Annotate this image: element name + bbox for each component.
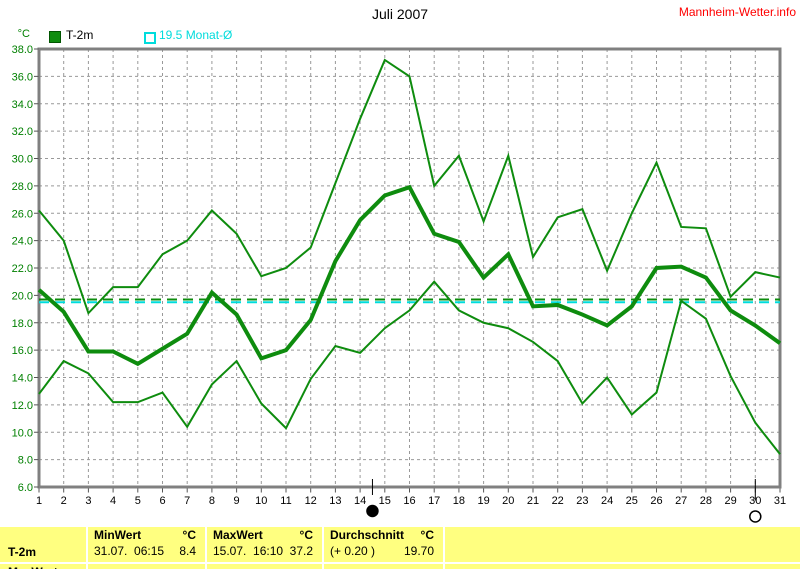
svg-text:21: 21 — [527, 495, 539, 507]
svg-text:3: 3 — [85, 495, 91, 507]
series-line-mean — [37, 184, 782, 367]
svg-text:4: 4 — [110, 495, 116, 507]
svg-text:15: 15 — [379, 495, 391, 507]
svg-text:23: 23 — [576, 495, 588, 507]
svg-text:34.0: 34.0 — [12, 99, 33, 111]
stats-minwert-cell: MinWert °C 31.07. 06:15 8.4 — [88, 527, 205, 562]
svg-text:22: 22 — [552, 495, 564, 507]
svg-text:30.0: 30.0 — [12, 154, 33, 166]
plot-frame — [37, 47, 782, 489]
y-axis-unit-label: °C — [17, 28, 30, 40]
svg-text:16.0: 16.0 — [12, 345, 33, 357]
stats-next-row-cell: MaxWert — [0, 564, 86, 569]
maxwert-unit: °C — [299, 528, 313, 542]
page-title: Juli 2007 — [371, 6, 429, 22]
svg-text:17: 17 — [428, 495, 440, 507]
temperature-line-chart: 38.036.034.032.030.028.026.024.022.020.0… — [12, 44, 786, 523]
maxwert-value: 37.2 — [289, 544, 313, 558]
durchschnitt-unit: °C — [420, 528, 434, 542]
svg-text:20: 20 — [502, 495, 514, 507]
svg-text:28.0: 28.0 — [12, 181, 33, 193]
series-line-max — [38, 58, 781, 316]
svg-text:24.0: 24.0 — [12, 236, 33, 248]
stats-maxwert-cell: MaxWert °C 15.07. 16:10 37.2 — [207, 527, 322, 562]
svg-text:29: 29 — [724, 495, 736, 507]
maxwert-datetime: 15.07. 16:10 — [213, 544, 284, 558]
minwert-header: MinWert — [94, 528, 142, 542]
svg-text:5: 5 — [135, 495, 141, 507]
svg-text:25: 25 — [626, 495, 638, 507]
x-axis-labels: 1 2 3 4 5 6 7 8 9 10 11 12 13 14 15 16 17 18 19 20 21 22 23 24 2… — [36, 488, 786, 507]
svg-text:20.0: 20.0 — [12, 290, 33, 302]
stats-durchschnitt-cell: Durchschnitt °C (+ 0.20 ) 19.70 — [324, 527, 443, 562]
series-legend-label: T-2m — [66, 28, 94, 42]
legend: T-2m 19.5 Monat-Ø — [0, 28, 400, 44]
svg-text:32.0: 32.0 — [12, 126, 33, 138]
svg-text:19: 19 — [477, 495, 489, 507]
svg-text:9: 9 — [234, 495, 240, 507]
svg-text:28: 28 — [700, 495, 712, 507]
svg-text:18: 18 — [453, 495, 465, 507]
durchschnitt-value: 19.70 — [403, 544, 434, 558]
stats-next-row-empty-1 — [88, 564, 205, 569]
full-moon-icon — [749, 510, 762, 523]
svg-text:38.0: 38.0 — [12, 44, 33, 56]
svg-text:16: 16 — [403, 495, 415, 507]
svg-text:11: 11 — [280, 495, 291, 507]
minwert-value: 8.4 — [179, 544, 196, 558]
stats-table: T-2m MinWert °C 31.07. 06:15 8.4 MaxWert… — [0, 527, 800, 569]
monthly-average-legend-label: 19.5 Monat-Ø — [159, 28, 233, 42]
site-link[interactable]: Mannheim-Wetter.info — [678, 5, 796, 19]
durchschnitt-anomaly: (+ 0.20 ) — [330, 544, 376, 558]
durchschnitt-header: Durchschnitt — [330, 528, 405, 542]
svg-text:14: 14 — [354, 495, 366, 507]
svg-text:36.0: 36.0 — [12, 71, 33, 83]
svg-text:26.0: 26.0 — [12, 208, 33, 220]
stats-row-label-cell: T-2m — [0, 527, 86, 562]
y-axis-labels: 38.0 36.0 34.0 32.0 30.0 28.0 26.0 24.0 22.0 20.0… — [12, 44, 39, 494]
svg-text:18.0: 18.0 — [12, 318, 33, 330]
svg-text:12: 12 — [305, 495, 317, 507]
svg-text:7: 7 — [184, 495, 190, 507]
monthly-average-swatch-icon — [144, 32, 156, 44]
svg-text:6: 6 — [159, 495, 165, 507]
series-line-min — [38, 280, 781, 455]
svg-text:13: 13 — [329, 495, 341, 507]
stats-row-label: T-2m — [8, 545, 37, 559]
stats-next-row-label: MaxWert — [8, 565, 58, 569]
svg-text:10: 10 — [255, 495, 267, 507]
stats-next-row-empty-4 — [445, 564, 800, 569]
stats-next-row-empty-3 — [324, 564, 443, 569]
svg-text:27: 27 — [675, 495, 687, 507]
svg-text:14.0: 14.0 — [12, 373, 33, 385]
stats-next-row-empty-2 — [207, 564, 322, 569]
svg-text:6.0: 6.0 — [18, 482, 33, 494]
minwert-unit: °C — [182, 528, 196, 542]
maxwert-header: MaxWert — [213, 528, 263, 542]
svg-text:22.0: 22.0 — [12, 263, 33, 275]
svg-text:26: 26 — [650, 495, 662, 507]
svg-text:12.0: 12.0 — [12, 400, 33, 412]
series-swatch-icon — [49, 31, 61, 43]
svg-text:31: 31 — [774, 495, 786, 507]
svg-text:24: 24 — [601, 495, 613, 507]
minwert-datetime: 31.07. 06:15 — [94, 544, 165, 558]
svg-text:8.0: 8.0 — [18, 455, 33, 467]
stats-empty-cell — [445, 527, 800, 562]
new-moon-icon — [366, 504, 379, 518]
svg-text:2: 2 — [61, 495, 67, 507]
svg-text:8: 8 — [209, 495, 215, 507]
svg-text:1: 1 — [36, 495, 42, 507]
svg-text:10.0: 10.0 — [12, 427, 33, 439]
svg-text:30: 30 — [749, 495, 761, 507]
